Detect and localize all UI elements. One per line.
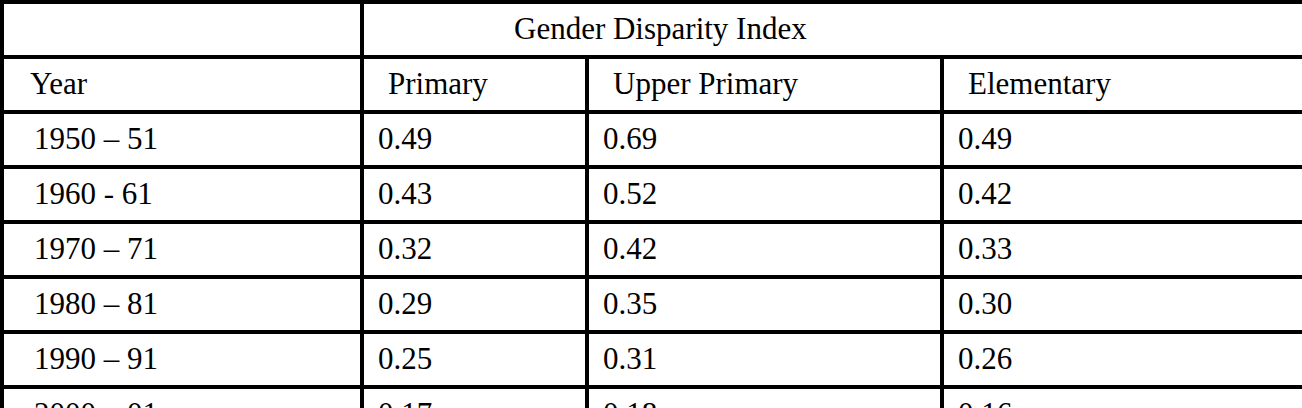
table-body: 1950 – 510.490.690.491960 - 610.430.520.… <box>2 112 1302 408</box>
table-row: 2000 – 010.170.180.16 <box>2 387 1302 408</box>
column-header-year: Year <box>2 57 362 112</box>
value-cell: 0.42 <box>942 167 1302 222</box>
gender-disparity-index-table: Gender Disparity Index Year Primary Uppe… <box>0 0 1302 408</box>
year-cell: 1970 – 71 <box>2 222 362 277</box>
table-row: 1970 – 710.320.420.33 <box>2 222 1302 277</box>
value-cell: 0.35 <box>587 277 942 332</box>
value-cell: 0.49 <box>942 112 1302 167</box>
column-header-row: Year Primary Upper Primary Elementary <box>2 57 1302 112</box>
table-header-rows: Gender Disparity Index Year Primary Uppe… <box>2 2 1302 112</box>
value-cell: 0.33 <box>942 222 1302 277</box>
year-cell: 1950 – 51 <box>2 112 362 167</box>
column-header-primary: Primary <box>362 57 587 112</box>
column-header-elementary: Elementary <box>942 57 1302 112</box>
value-cell: 0.42 <box>587 222 942 277</box>
value-cell: 0.49 <box>362 112 587 167</box>
year-cell: 1960 - 61 <box>2 167 362 222</box>
value-cell: 0.31 <box>587 332 942 387</box>
year-cell: 1990 – 91 <box>2 332 362 387</box>
value-cell: 0.30 <box>942 277 1302 332</box>
value-cell: 0.52 <box>587 167 942 222</box>
gender-disparity-table-wrapper: Gender Disparity Index Year Primary Uppe… <box>0 0 1302 408</box>
value-cell: 0.69 <box>587 112 942 167</box>
title-row: Gender Disparity Index <box>2 2 1302 57</box>
value-cell: 0.26 <box>942 332 1302 387</box>
column-header-upper-primary: Upper Primary <box>587 57 942 112</box>
value-cell: 0.16 <box>942 387 1302 408</box>
value-cell: 0.25 <box>362 332 587 387</box>
value-cell: 0.32 <box>362 222 587 277</box>
table-row: 1950 – 510.490.690.49 <box>2 112 1302 167</box>
year-cell: 1980 – 81 <box>2 277 362 332</box>
empty-corner-cell <box>2 2 362 57</box>
value-cell: 0.18 <box>587 387 942 408</box>
table-row: 1980 – 810.290.350.30 <box>2 277 1302 332</box>
value-cell: 0.29 <box>362 277 587 332</box>
value-cell: 0.17 <box>362 387 587 408</box>
table-row: 1990 – 910.250.310.26 <box>2 332 1302 387</box>
table-title: Gender Disparity Index <box>362 2 1302 57</box>
year-cell: 2000 – 01 <box>2 387 362 408</box>
table-row: 1960 - 610.430.520.42 <box>2 167 1302 222</box>
value-cell: 0.43 <box>362 167 587 222</box>
